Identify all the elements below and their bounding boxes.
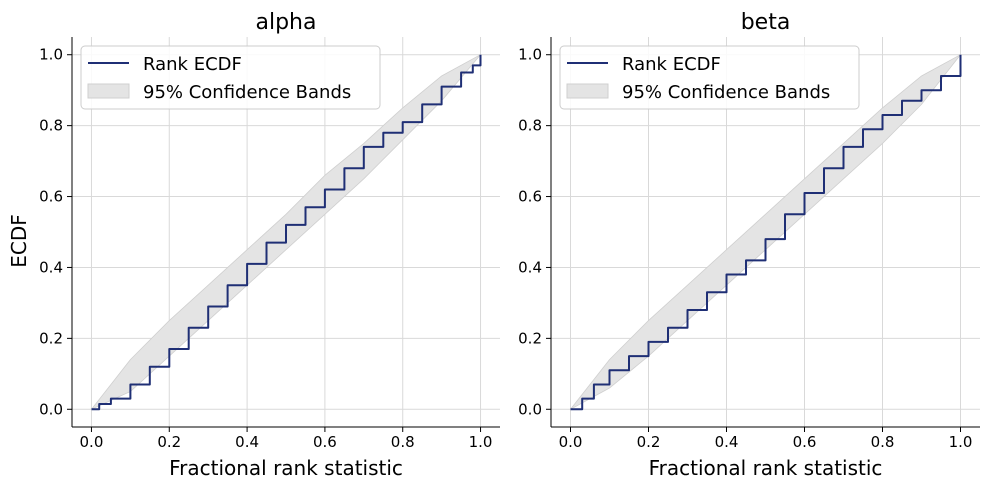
legend-band-label: 95% Confidence Bands <box>143 82 351 103</box>
ecdf-line <box>570 54 962 411</box>
y-tick-label: 0.6 <box>39 188 63 206</box>
legend: Rank ECDF 95% Confidence Bands <box>559 45 860 110</box>
x-tick-label: 0.0 <box>80 433 104 451</box>
legend-band-swatch <box>87 83 130 99</box>
x-tick-label: 0.4 <box>235 433 259 451</box>
x-tick-label: 0.6 <box>793 433 817 451</box>
y-tick-label: 0.0 <box>39 400 63 418</box>
x-axis-label: Fractional rank statistic <box>649 456 883 480</box>
y-tick-label: 0.8 <box>518 117 542 135</box>
legend-frame <box>559 45 860 110</box>
x-tick-label: 0.4 <box>715 433 739 451</box>
chart-title: beta <box>741 10 791 35</box>
y-tick-label: 0.6 <box>518 188 542 206</box>
x-axis-label: Fractional rank statistic <box>169 456 403 480</box>
panel-alpha: alpha Fractional rank statistic 0.0 0.2 0.… <box>39 10 500 480</box>
chart-title: alpha <box>256 10 317 35</box>
legend-line-label: Rank ECDF <box>143 54 242 75</box>
legend-band-label: 95% Confidence Bands <box>622 82 830 103</box>
x-tick-label: 1.0 <box>469 433 493 451</box>
y-tick-label: 0.2 <box>39 329 63 347</box>
x-tick-label: 1.0 <box>949 433 973 451</box>
x-tick-label: 0.6 <box>313 433 337 451</box>
ecdf-line <box>91 54 482 411</box>
x-tick-label: 0.0 <box>559 433 583 451</box>
legend-frame <box>80 45 381 110</box>
x-tick-label: 0.2 <box>637 433 661 451</box>
y-axis-label: ECDF <box>7 214 31 268</box>
legend-band-swatch <box>566 83 609 99</box>
y-tick-label: 0.0 <box>518 400 542 418</box>
y-tick-label: 0.4 <box>39 258 63 276</box>
panel-beta: beta Fractional rank statistic 0.0 0.2 0.4… <box>518 10 980 480</box>
legend: Rank ECDF 95% Confidence Bands <box>80 45 381 110</box>
y-tick-label: 0.4 <box>518 258 542 276</box>
y-tick-label: 0.2 <box>518 329 542 347</box>
x-tick-label: 0.2 <box>157 433 181 451</box>
y-tick-label: 1.0 <box>39 46 63 64</box>
x-tick-label: 0.8 <box>391 433 415 451</box>
x-tick-label: 0.8 <box>871 433 895 451</box>
y-tick-label: 0.8 <box>39 117 63 135</box>
legend-line-label: Rank ECDF <box>622 54 721 75</box>
y-tick-label: 1.0 <box>518 46 542 64</box>
